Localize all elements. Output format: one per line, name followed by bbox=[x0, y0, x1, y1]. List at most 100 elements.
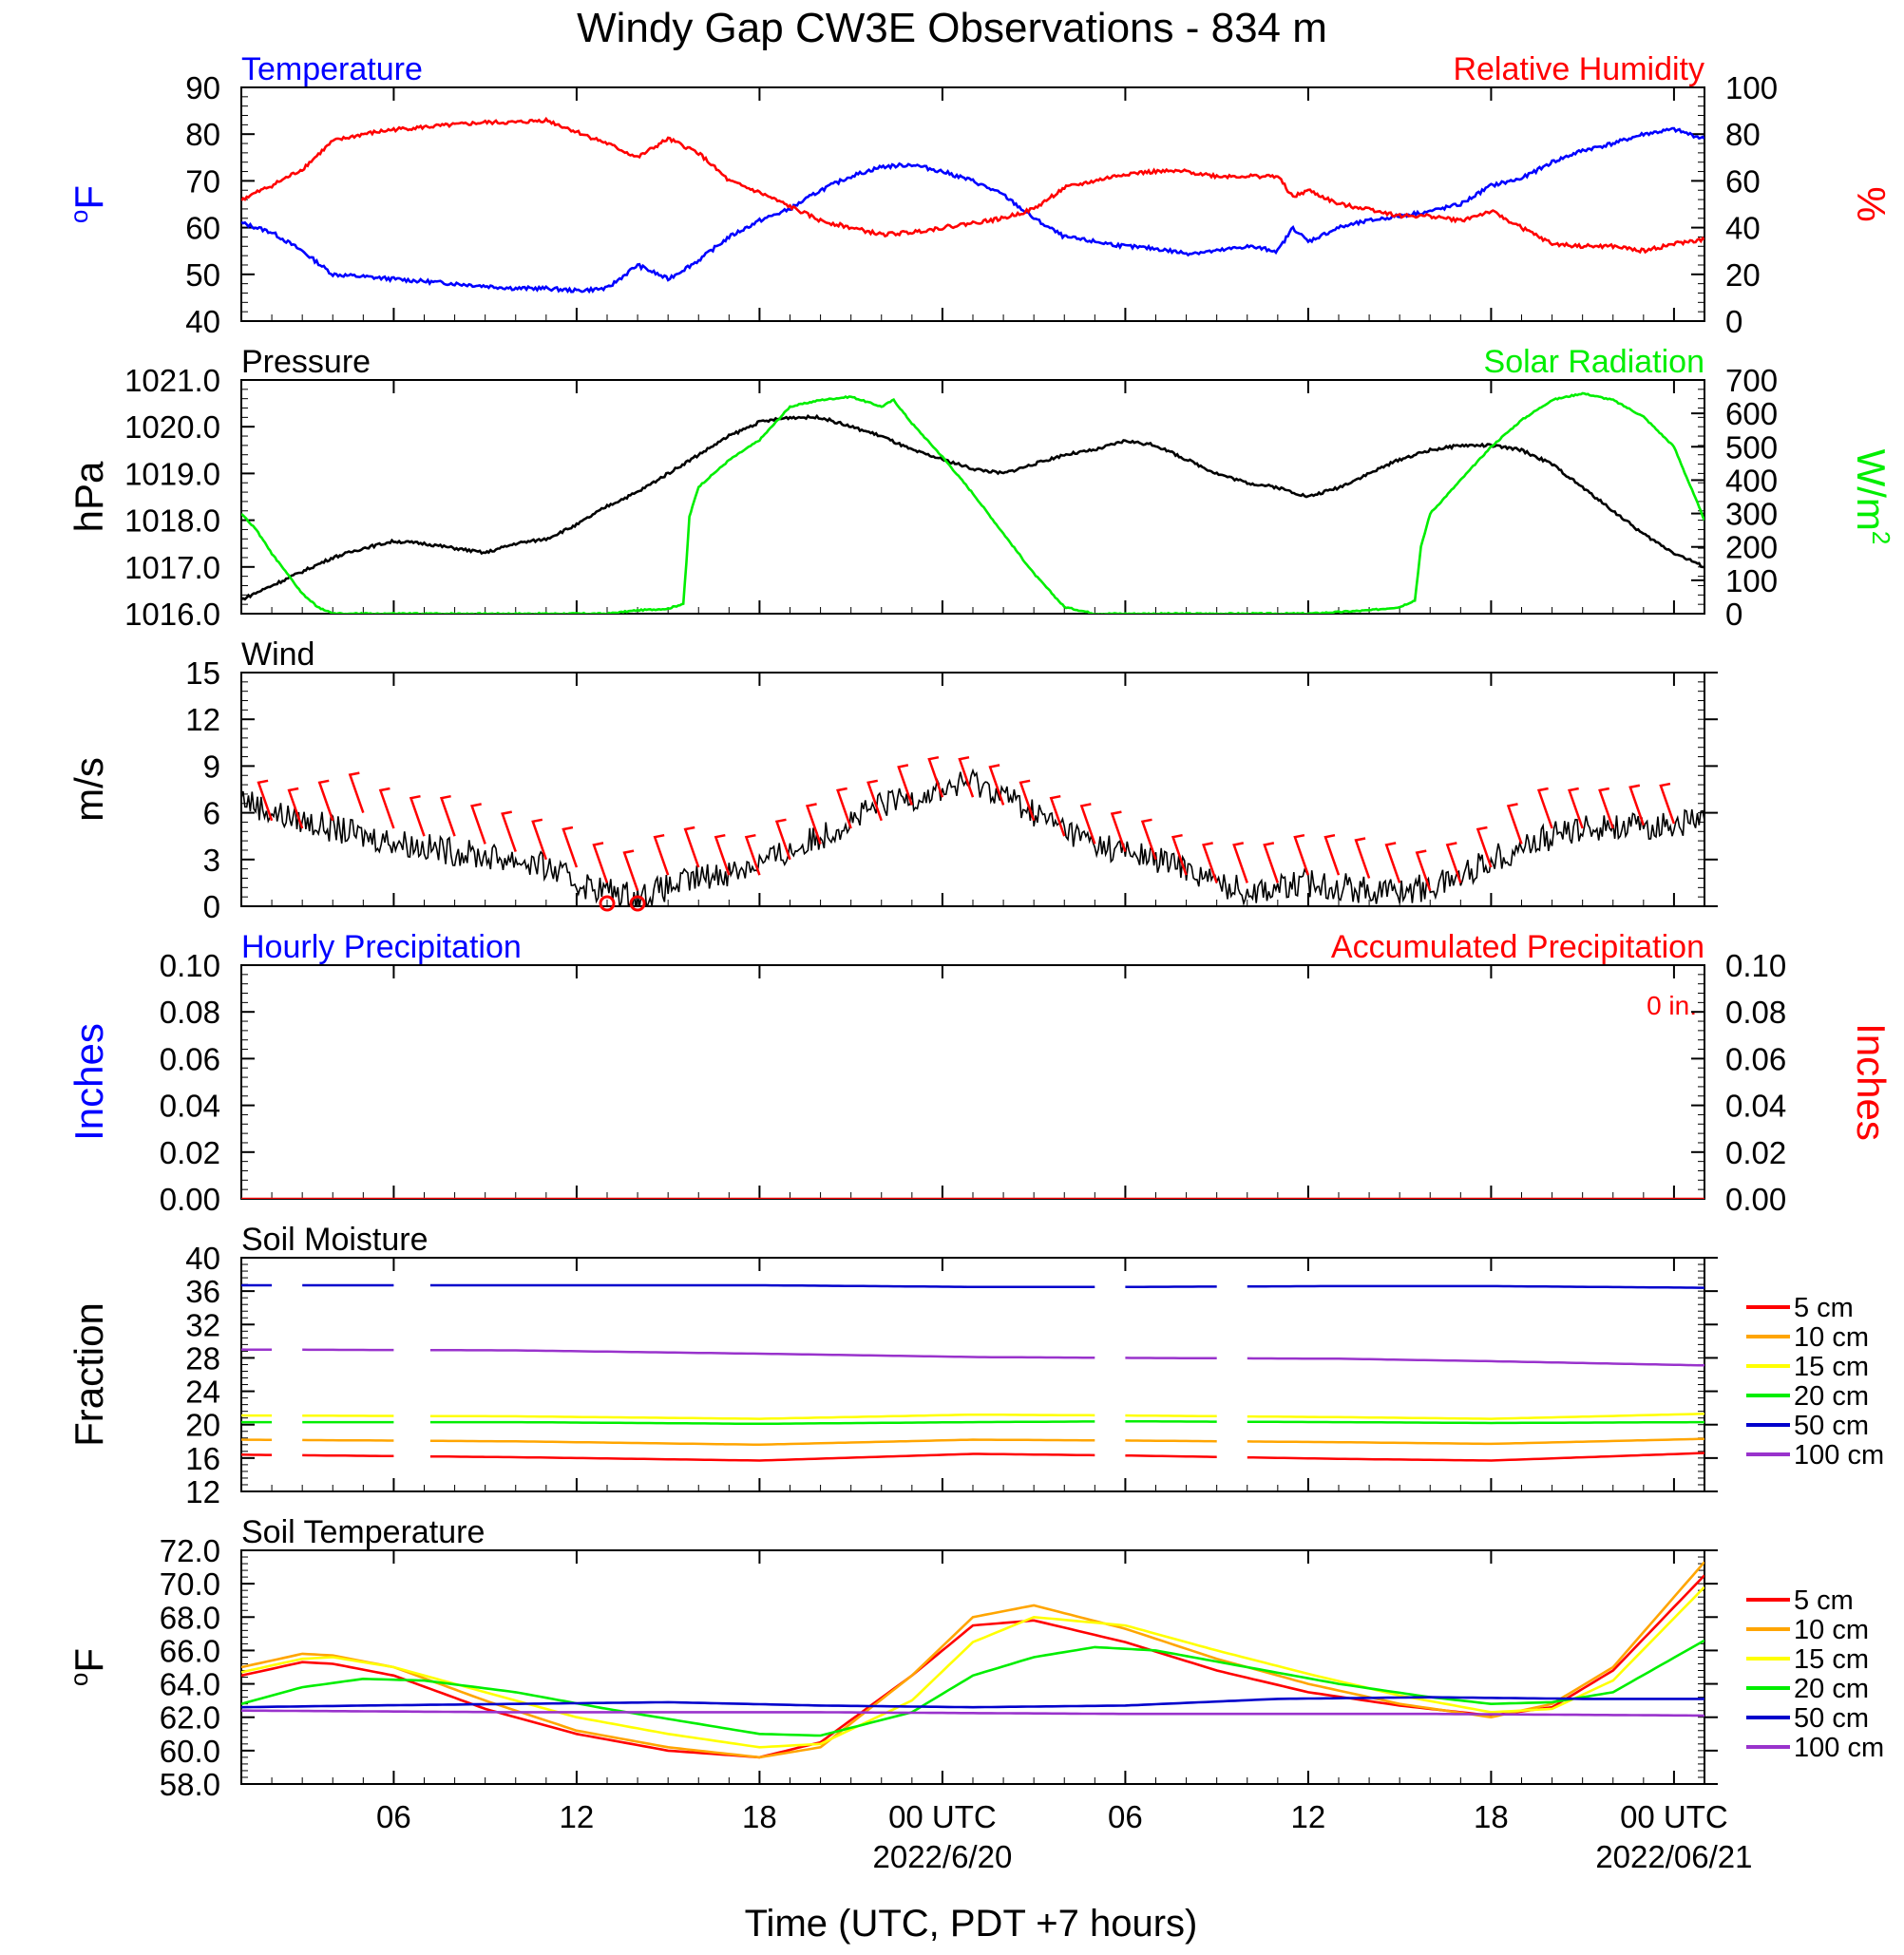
series-line-5-cm bbox=[1125, 1453, 1217, 1458]
panel-title-left: Hourly Precipitation bbox=[241, 929, 522, 965]
series-line-100-cm bbox=[429, 1348, 1095, 1359]
wind-barb bbox=[714, 833, 731, 876]
wind-barb bbox=[1049, 794, 1066, 837]
y-tick-label-left: 60 bbox=[185, 211, 220, 246]
wind-barb bbox=[1415, 849, 1432, 892]
wind-barb bbox=[774, 818, 791, 861]
y-tick-label-left: 0.00 bbox=[160, 1182, 220, 1217]
wind-barb bbox=[257, 779, 274, 822]
x-tick-label: 18 bbox=[1474, 1799, 1509, 1834]
series-group bbox=[241, 1561, 1704, 1759]
y-tick-label-right: 100 bbox=[1725, 563, 1778, 598]
y-tick-label-left: 32 bbox=[185, 1307, 220, 1342]
y-tick-label-right: 400 bbox=[1725, 463, 1778, 498]
time-axis: 06 12 18 00 UTC 2022/6/20 06 12 18 00 UTC 2022/06… bbox=[376, 1799, 1752, 1874]
wind-barb bbox=[348, 771, 365, 814]
y-tick-label-left: 0.08 bbox=[160, 995, 220, 1030]
series-line-50-cm bbox=[1247, 1284, 1704, 1289]
series-line-5-cm bbox=[1247, 1452, 1704, 1462]
series-line-15-cm bbox=[1125, 1414, 1217, 1418]
y-tick-label-left: 50 bbox=[185, 257, 220, 293]
y-tick-label-right: 300 bbox=[1725, 497, 1778, 532]
y-tick-label-left: 24 bbox=[185, 1375, 220, 1410]
wind-barb bbox=[1293, 833, 1310, 876]
x-tick-label: 06 bbox=[1108, 1799, 1143, 1834]
series-group bbox=[241, 116, 1704, 294]
y-tick-label-left: 3 bbox=[203, 843, 220, 878]
series-group bbox=[241, 1283, 1704, 1462]
wind-barb bbox=[1140, 818, 1157, 861]
series-line-100-cm bbox=[1247, 1357, 1704, 1367]
panel-frame bbox=[240, 964, 1705, 1200]
y-tick-label-left: 0.06 bbox=[160, 1041, 220, 1076]
chart-title: Windy Gap CW3E Observations - 834 m bbox=[577, 5, 1327, 51]
wind-barb bbox=[531, 818, 548, 861]
wind-barb bbox=[439, 794, 456, 837]
y-tick-label-left: 6 bbox=[203, 796, 220, 831]
y-tick-label-right: 0 bbox=[1725, 304, 1742, 339]
series-line-10-cm bbox=[429, 1438, 1095, 1447]
wind-barb bbox=[1110, 810, 1127, 853]
legend-label: 10 cm bbox=[1794, 1615, 1869, 1645]
wind-barb bbox=[958, 755, 975, 798]
y-axis-label-left: oF bbox=[65, 185, 111, 223]
series-line-20-cm bbox=[241, 1639, 1704, 1737]
wind-barb bbox=[988, 764, 1005, 806]
y-tick-label-left: 1018.0 bbox=[124, 503, 220, 539]
series-line-15-cm bbox=[241, 1585, 1704, 1749]
legend-label: 10 cm bbox=[1794, 1322, 1869, 1353]
wind-barb bbox=[470, 803, 486, 845]
legend-label: 50 cm bbox=[1794, 1411, 1869, 1441]
y-tick-label-left: 66.0 bbox=[160, 1633, 220, 1668]
panel-wind: Wind 0 3 6 9 12 15 m/s bbox=[67, 636, 1718, 924]
y-tick-label-left: 70.0 bbox=[160, 1566, 220, 1602]
y-axis-label-right: Inches bbox=[1849, 1023, 1894, 1141]
legend-label: 5 cm bbox=[1794, 1585, 1854, 1616]
x-date-label: 2022/6/20 bbox=[873, 1839, 1013, 1874]
x-axis-label: Time (UTC, PDT +7 hours) bbox=[745, 1903, 1198, 1945]
wind-barb bbox=[1476, 826, 1493, 868]
panel-temp_rh: Temperature Relative Humidity 40 50 60 70 80 90… bbox=[65, 51, 1894, 339]
y-tick-label-left: 72.0 bbox=[160, 1533, 220, 1568]
wind-barb bbox=[622, 849, 639, 892]
y-tick-label-left: 1021.0 bbox=[124, 363, 220, 398]
y-tick-label-right: 0.06 bbox=[1725, 1041, 1786, 1076]
y-axis-label-left: Fraction bbox=[67, 1302, 111, 1447]
panel-precip: Hourly Precipitation Accumulated Precipit… bbox=[67, 929, 1894, 1217]
accumulated-precip-value: 0 in. bbox=[1647, 991, 1697, 1020]
wind-barb bbox=[866, 779, 883, 822]
panel-frame bbox=[240, 379, 1705, 615]
panel-pressure_solar: Pressure Solar Radiation 1016.0 1017.0 1018.… bbox=[67, 344, 1895, 632]
y-tick-label-right: 60 bbox=[1725, 163, 1761, 199]
panel-title-left: Pressure bbox=[241, 344, 371, 380]
legend-label: 15 cm bbox=[1794, 1644, 1869, 1675]
series-line-5-cm bbox=[429, 1452, 1095, 1462]
y-tick-label-right: 200 bbox=[1725, 530, 1778, 565]
y-tick-label-right: 20 bbox=[1725, 257, 1761, 293]
legend-label: 100 cm bbox=[1794, 1733, 1884, 1763]
x-tick-label: 12 bbox=[560, 1799, 595, 1834]
y-tick-label-right: 600 bbox=[1725, 396, 1778, 431]
wind-barb bbox=[1568, 787, 1584, 829]
wind-barb bbox=[1263, 842, 1280, 883]
wind-barb bbox=[1384, 842, 1401, 883]
x-tick-label: 12 bbox=[1291, 1799, 1326, 1834]
panel-title-left: Soil Moisture bbox=[241, 1222, 428, 1258]
series-line-Solar-Radiation bbox=[241, 391, 1704, 614]
y-tick-label-right: 700 bbox=[1725, 363, 1778, 398]
y-tick-label-left: 1019.0 bbox=[124, 456, 220, 491]
legend-label: 5 cm bbox=[1794, 1293, 1854, 1323]
y-tick-label-left: 1017.0 bbox=[124, 550, 220, 585]
y-tick-label-left: 40 bbox=[185, 304, 220, 339]
y-tick-label-right: 0.04 bbox=[1725, 1089, 1786, 1124]
x-tick-label: 00 UTC bbox=[1620, 1799, 1728, 1834]
wind-barb bbox=[1019, 779, 1036, 822]
y-tick-label-left: 1016.0 bbox=[124, 597, 220, 632]
wind-barb bbox=[1232, 842, 1248, 883]
y-tick-label-left: 20 bbox=[185, 1408, 220, 1443]
panel-title-left: Wind bbox=[241, 636, 314, 673]
y-axis-label-left: hPa bbox=[67, 461, 111, 532]
series-line-50-cm bbox=[241, 1696, 1704, 1709]
